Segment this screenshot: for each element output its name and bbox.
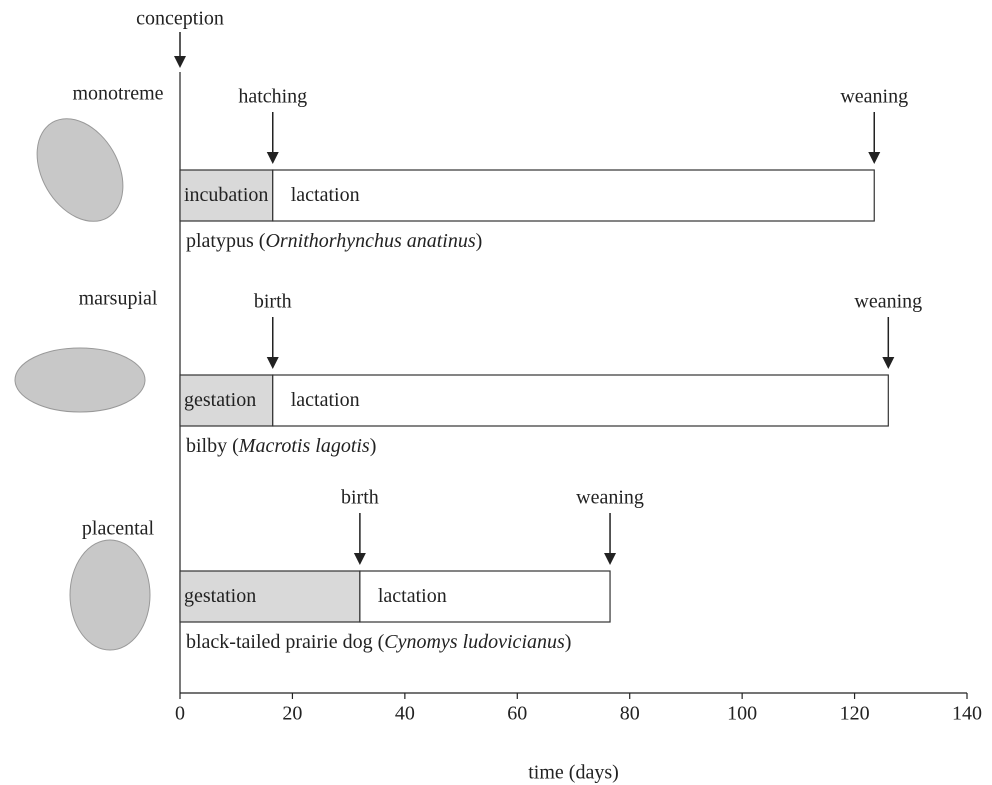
- event-arrow: [174, 32, 186, 68]
- animal-illustrations: [14, 118, 151, 651]
- event-arrow: [604, 513, 617, 565]
- x-tick-label: 60: [507, 703, 527, 725]
- event-arrow: [266, 112, 279, 164]
- phase-bar: [359, 570, 611, 623]
- event-label: birth: [254, 291, 292, 313]
- species-name-part: black-tailed prairie dog (: [186, 631, 385, 653]
- arrow-head: [353, 553, 366, 565]
- species-name-part: ): [370, 435, 377, 457]
- arrow-head: [882, 357, 895, 369]
- species-name: platypus (Ornithorhynchus anatinus): [186, 230, 482, 252]
- arrow-head: [868, 152, 881, 164]
- arrow-head: [266, 357, 279, 369]
- group-label: marsupial: [79, 288, 158, 310]
- phase-label: lactation: [378, 585, 447, 607]
- start-label: conception: [136, 8, 224, 30]
- x-tick-label: 20: [282, 703, 302, 725]
- event-label: weaning: [854, 291, 922, 313]
- species-name-part: platypus (: [186, 230, 266, 252]
- event-arrow: [353, 513, 366, 565]
- event-label: birth: [341, 487, 379, 509]
- species-name: black-tailed prairie dog (Cynomys ludovi…: [186, 631, 571, 653]
- species-name-part: bilby (: [186, 435, 239, 457]
- species-name-part: Cynomys ludovicianus: [384, 631, 565, 653]
- bilby-illustration: [14, 347, 146, 413]
- phase-label: incubation: [184, 184, 268, 206]
- phase-label: lactation: [291, 389, 360, 411]
- event-arrow: [868, 112, 881, 164]
- x-tick-label: 100: [727, 703, 757, 725]
- event-arrow: [882, 317, 895, 369]
- species-name-part: Ornithorhynchus anatinus: [265, 230, 475, 252]
- prairie-dog-illustration: [69, 539, 151, 651]
- phase-label: gestation: [184, 585, 256, 607]
- phase-bar: [272, 374, 889, 427]
- phase-bar: [179, 169, 274, 222]
- platypus-illustration: [36, 118, 124, 222]
- arrow-head: [604, 553, 617, 565]
- event-label: weaning: [576, 487, 644, 509]
- x-tick-label: 0: [175, 703, 185, 725]
- group-label: placental: [82, 518, 155, 540]
- event-arrow: [266, 317, 279, 369]
- phase-label: gestation: [184, 389, 256, 411]
- phase-label: lactation: [291, 184, 360, 206]
- phase-bar: [179, 570, 361, 623]
- species-name-part: ): [476, 230, 483, 252]
- species-name: bilby (Macrotis lagotis): [186, 435, 376, 457]
- x-tick-label: 120: [840, 703, 870, 725]
- x-tick-label: 40: [395, 703, 415, 725]
- event-label: weaning: [840, 86, 908, 108]
- x-tick-label: 140: [952, 703, 982, 725]
- event-label: hatching: [238, 86, 307, 108]
- species-name-part: ): [565, 631, 572, 653]
- x-tick-label: 80: [620, 703, 640, 725]
- phase-bar: [179, 374, 274, 427]
- species-name-part: Macrotis lagotis: [238, 435, 370, 457]
- arrow-head: [174, 56, 186, 68]
- phase-bar: [272, 169, 875, 222]
- x-axis-label: time (days): [528, 762, 619, 784]
- arrow-head: [266, 152, 279, 164]
- group-label: monotreme: [72, 83, 163, 105]
